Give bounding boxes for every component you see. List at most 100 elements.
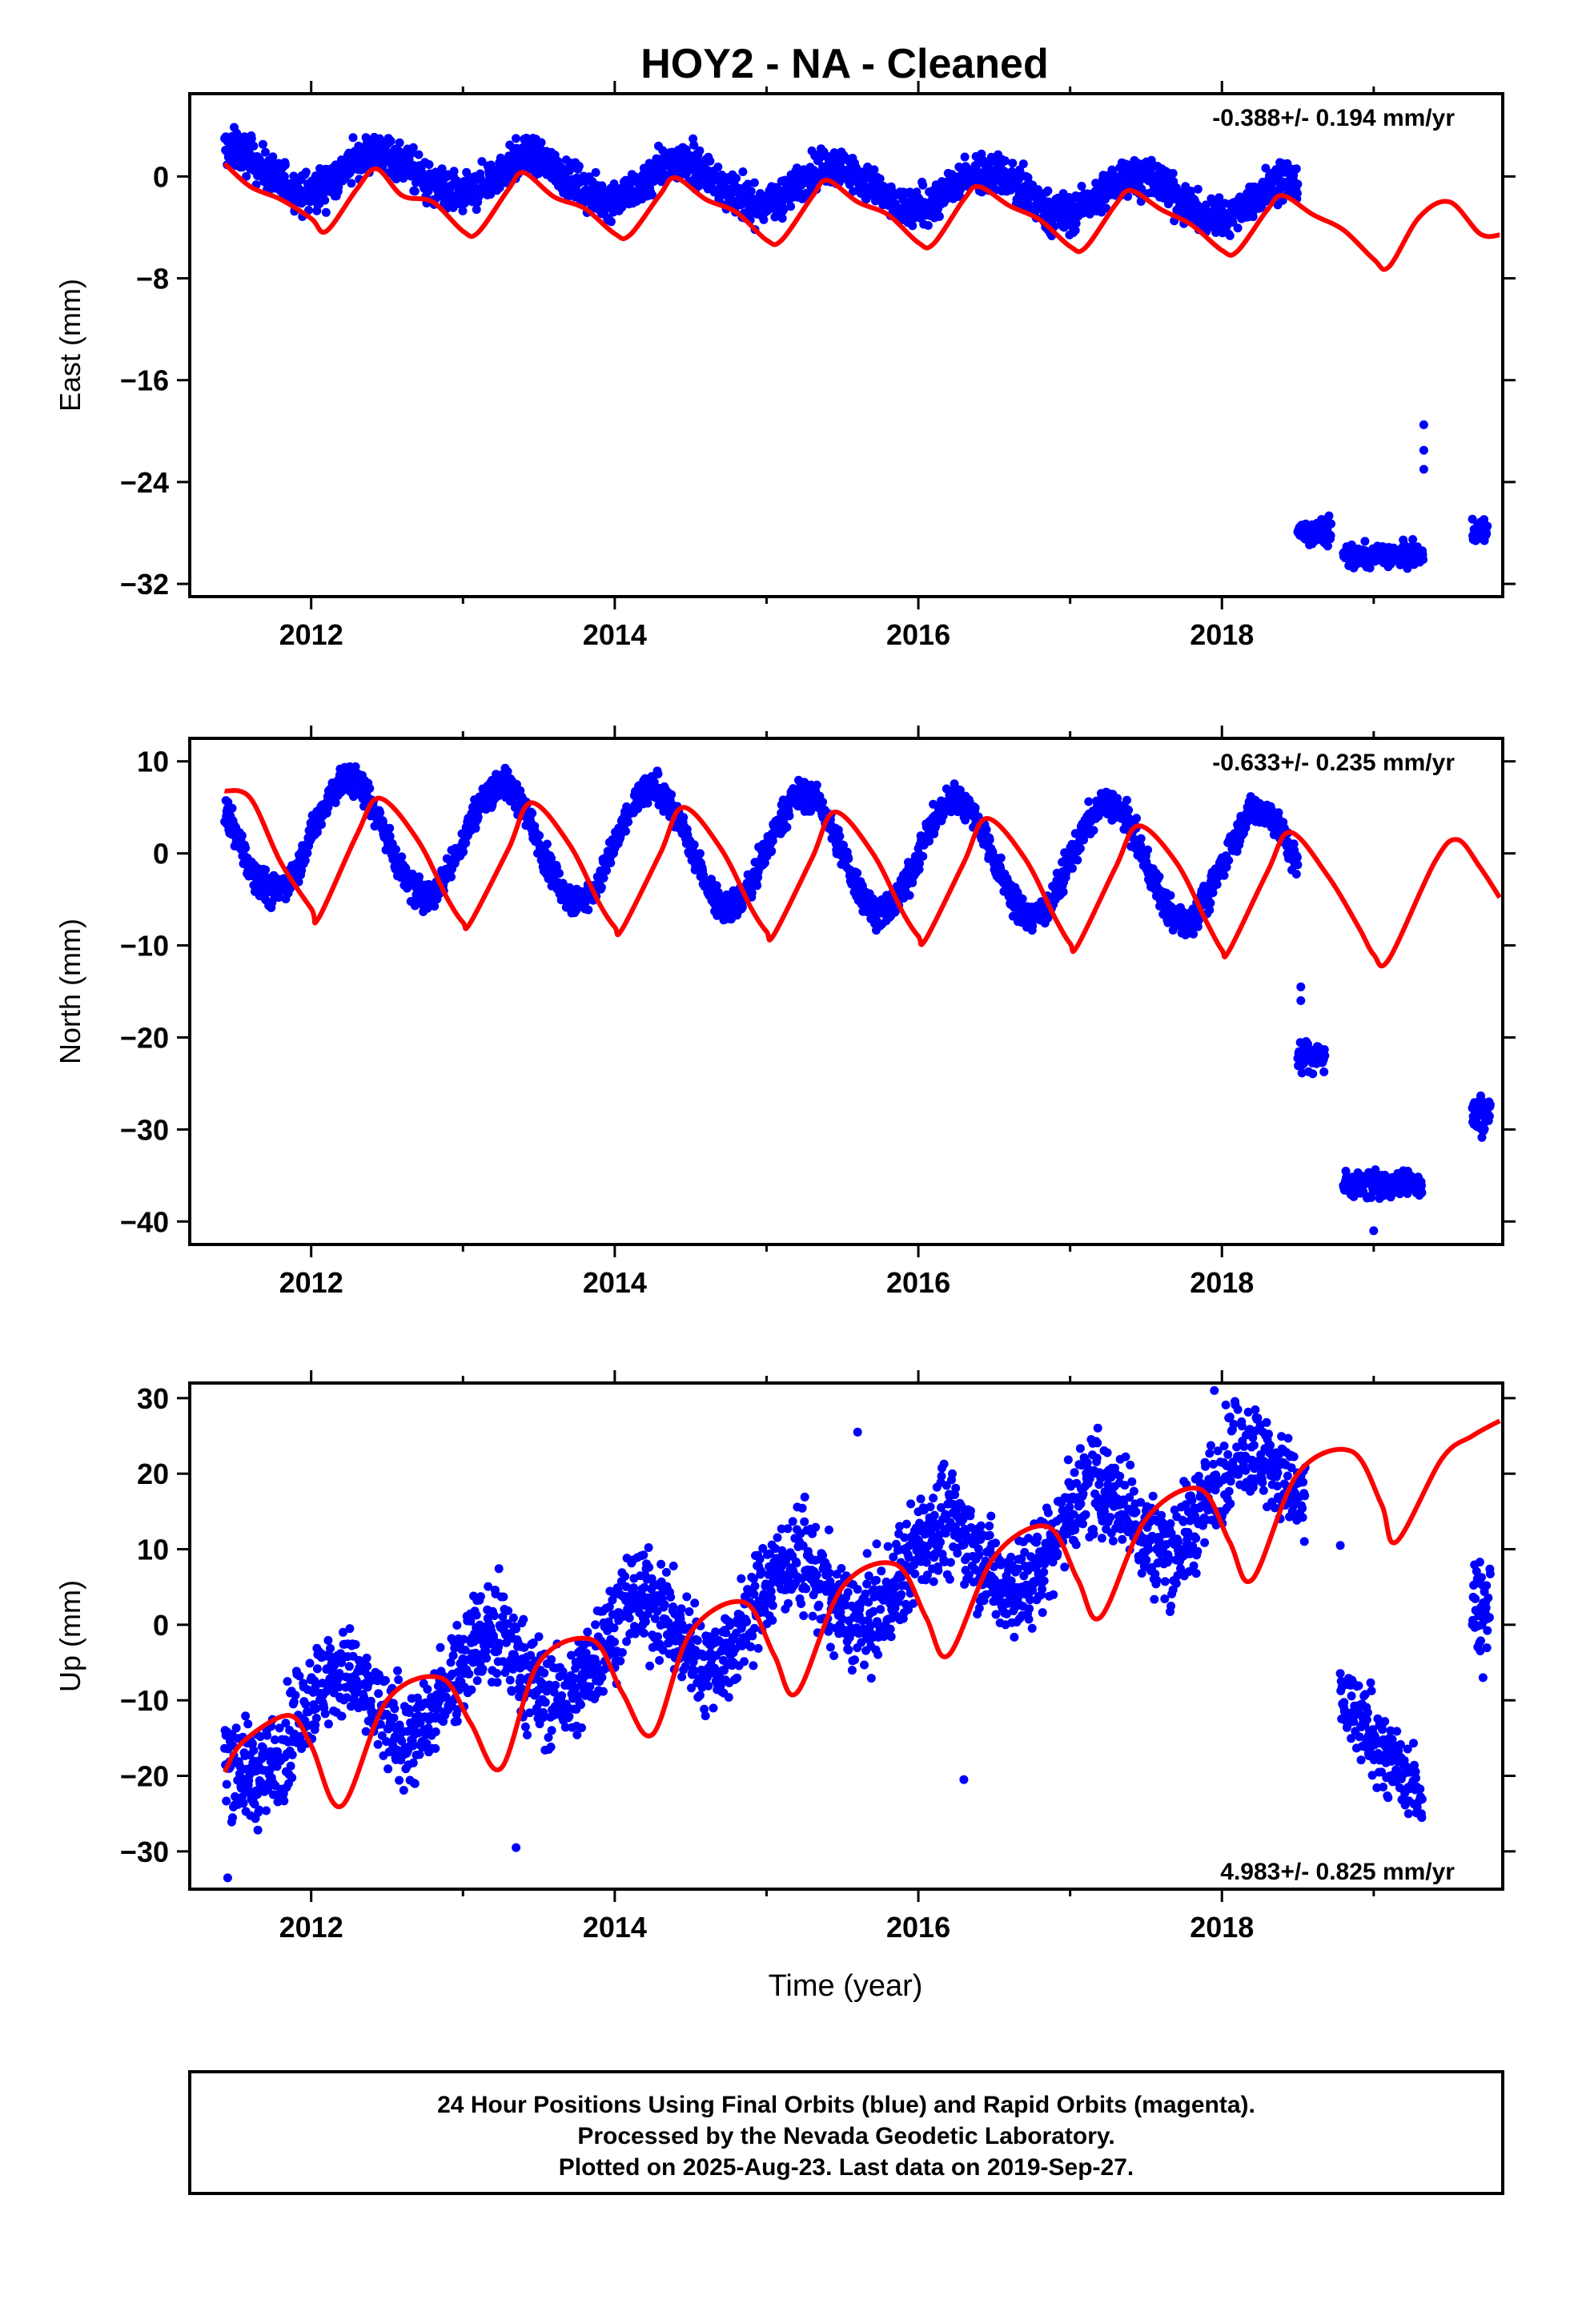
data-point-outlier <box>1419 464 1428 474</box>
data-point <box>835 831 845 841</box>
data-point <box>923 221 933 230</box>
data-point <box>591 167 600 177</box>
data-point <box>1205 905 1215 915</box>
data-point <box>667 790 677 799</box>
data-point <box>934 211 944 221</box>
data-point <box>536 138 546 147</box>
data-point <box>321 207 331 217</box>
data-point <box>268 152 278 162</box>
data-point <box>689 140 699 150</box>
data-point <box>1143 845 1152 854</box>
data-point <box>1068 863 1077 873</box>
y-tick-label: −8 <box>136 263 169 296</box>
data-point <box>1225 231 1235 240</box>
data-point <box>777 214 787 223</box>
data-point <box>743 179 753 189</box>
data-point <box>547 854 556 863</box>
data-point <box>279 171 289 181</box>
data-point <box>1122 795 1131 805</box>
data-point <box>1293 179 1303 189</box>
data-point <box>1222 862 1231 872</box>
data-point <box>738 167 748 176</box>
data-point <box>1043 186 1053 195</box>
y-axis-label: East (mm) <box>54 279 86 412</box>
data-point <box>818 798 828 806</box>
data-point <box>779 205 789 215</box>
data-point <box>512 134 520 143</box>
data-point <box>1018 895 1027 903</box>
data-point <box>1028 921 1038 931</box>
data-point-outlier <box>1419 445 1428 455</box>
data-point <box>383 147 392 157</box>
data-point <box>621 826 630 836</box>
data-point <box>1058 887 1068 897</box>
y-tick-label: −16 <box>120 364 169 397</box>
data-point <box>768 836 777 846</box>
data-point <box>1084 797 1094 806</box>
data-point <box>1360 537 1370 546</box>
data-point <box>1193 184 1203 194</box>
data-point <box>960 152 970 162</box>
data-point <box>782 822 792 832</box>
data-point <box>331 798 340 807</box>
data-point <box>414 150 424 159</box>
data-point <box>240 132 249 142</box>
data-point <box>1224 855 1234 865</box>
data-point <box>391 845 400 854</box>
data-point <box>1408 535 1418 545</box>
data-point <box>908 221 917 231</box>
data-point <box>925 836 934 846</box>
data-point <box>247 134 256 143</box>
data-point <box>227 803 237 813</box>
data-point <box>1483 521 1492 531</box>
data-point <box>690 173 700 183</box>
data-point <box>695 849 705 858</box>
data-point <box>237 831 247 840</box>
data-point <box>424 160 434 169</box>
data-point <box>747 888 757 898</box>
data-point <box>812 780 821 790</box>
data-point <box>624 817 633 826</box>
data-point <box>1018 159 1028 169</box>
data-point <box>1212 879 1222 889</box>
chart-title: HOY2 - NA - Cleaned <box>640 41 1049 87</box>
data-point <box>1168 169 1178 178</box>
data-point <box>853 868 862 878</box>
data-point <box>528 809 537 818</box>
data-point <box>1154 872 1164 882</box>
plot-area <box>220 762 1502 1236</box>
data-point <box>1261 163 1271 173</box>
data-point <box>241 843 251 853</box>
data-point <box>348 133 358 143</box>
data-point <box>918 851 928 861</box>
data-point <box>385 831 395 841</box>
data-point <box>875 174 885 183</box>
data-point <box>408 143 418 152</box>
panel-frame <box>188 92 1504 598</box>
data-point <box>705 156 715 166</box>
data-point <box>472 205 481 215</box>
data-point <box>648 191 657 200</box>
data-point <box>347 179 356 188</box>
data-point <box>1480 515 1489 525</box>
data-point <box>1079 835 1089 845</box>
data-point <box>555 869 564 878</box>
data-point <box>1274 808 1283 818</box>
data-point <box>410 187 420 196</box>
data-point <box>785 811 794 821</box>
data-point <box>1292 188 1302 198</box>
data-point <box>430 902 440 911</box>
plot-area <box>220 123 1500 573</box>
data-point <box>1267 806 1277 815</box>
data-point <box>985 835 994 845</box>
data-point <box>746 187 756 196</box>
data-point <box>415 872 424 882</box>
x-tick-label: 2016 <box>886 618 950 651</box>
data-point <box>1291 164 1301 174</box>
data-point <box>261 865 270 875</box>
data-point <box>970 803 980 813</box>
data-point <box>471 823 480 833</box>
data-point <box>1228 218 1238 227</box>
data-point <box>1324 511 1334 521</box>
